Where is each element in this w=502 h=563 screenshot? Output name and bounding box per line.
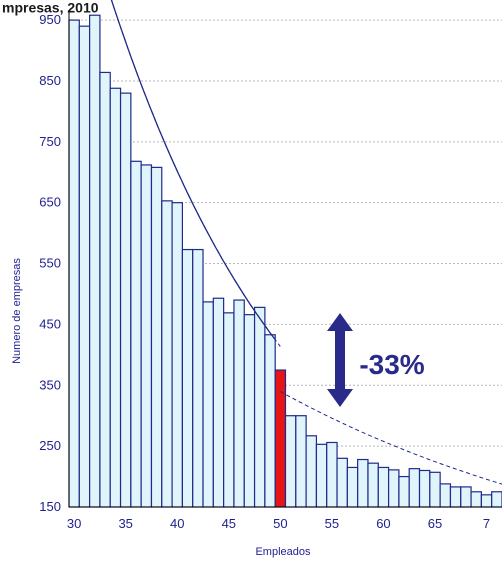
y-tick-label: 750 — [39, 134, 61, 149]
double-arrow-icon — [327, 313, 353, 407]
y-tick-label: 350 — [39, 377, 61, 392]
bar — [223, 312, 235, 508]
bar — [99, 71, 111, 508]
bar — [460, 486, 472, 508]
bar — [480, 494, 493, 508]
bars — [68, 14, 502, 508]
bar — [150, 166, 163, 508]
x-tick-label: 7 — [483, 516, 490, 531]
bar — [315, 443, 328, 508]
change-annotation: -33% — [359, 349, 424, 380]
bar — [89, 14, 101, 508]
bar — [470, 491, 482, 508]
bar — [491, 491, 502, 508]
bar — [119, 92, 132, 508]
x-tick-label: 50 — [273, 516, 287, 531]
bar — [161, 200, 173, 508]
bar — [387, 469, 400, 508]
chart-title-fragment: mpresas, 2010 — [2, 0, 99, 15]
y-tick-label: 150 — [39, 499, 61, 514]
bar — [233, 299, 245, 508]
bar — [336, 457, 348, 508]
bar — [78, 25, 91, 508]
x-tick-label: 60 — [376, 516, 390, 531]
trend-curves — [110, 0, 502, 485]
y-tick-label: 250 — [39, 438, 61, 453]
y-tick-label: 850 — [39, 73, 61, 88]
x-tick-label: 55 — [325, 516, 339, 531]
bar — [305, 435, 318, 508]
bar — [243, 314, 256, 508]
y-tick-label: 550 — [39, 256, 61, 271]
bar — [181, 248, 194, 508]
x-tick-label: 30 — [67, 516, 81, 531]
x-axis-title: Empleados — [255, 546, 311, 558]
bar — [274, 369, 287, 508]
bar — [192, 248, 204, 508]
bar — [130, 160, 142, 508]
axes — [68, 10, 502, 508]
bar — [202, 301, 214, 508]
bar — [346, 466, 359, 508]
y-tick-labels: 150 250 350 450 550 650 750 850 950 — [39, 12, 61, 514]
bar — [212, 297, 225, 508]
bar — [398, 475, 410, 508]
bar — [171, 202, 184, 508]
trend-line-dashed — [110, 0, 281, 347]
bar — [429, 471, 441, 508]
bar — [68, 19, 80, 508]
bar — [284, 415, 297, 508]
x-tick-label: 65 — [428, 516, 442, 531]
x-tick-label: 40 — [170, 516, 184, 531]
y-tick-label: 650 — [39, 195, 61, 210]
y-tick-label: 950 — [39, 12, 61, 27]
bar — [326, 441, 338, 508]
bar — [418, 469, 431, 508]
y-axis-title: Numero de empresas — [11, 258, 23, 364]
x-tick-label: 35 — [118, 516, 132, 531]
x-tick-labels: 30 35 40 45 50 55 60 65 7 — [67, 516, 490, 531]
bar — [264, 334, 276, 508]
x-tick-label: 45 — [222, 516, 236, 531]
bar — [439, 483, 452, 508]
bar — [377, 466, 390, 508]
double-arrow-shape — [327, 313, 353, 407]
bar — [140, 164, 153, 508]
bar — [367, 462, 379, 508]
bar — [357, 458, 369, 508]
bar — [449, 486, 462, 508]
y-tick-label: 450 — [39, 316, 61, 331]
bar — [408, 468, 421, 508]
bar — [253, 306, 266, 508]
bar — [109, 87, 122, 508]
bar — [295, 415, 307, 508]
